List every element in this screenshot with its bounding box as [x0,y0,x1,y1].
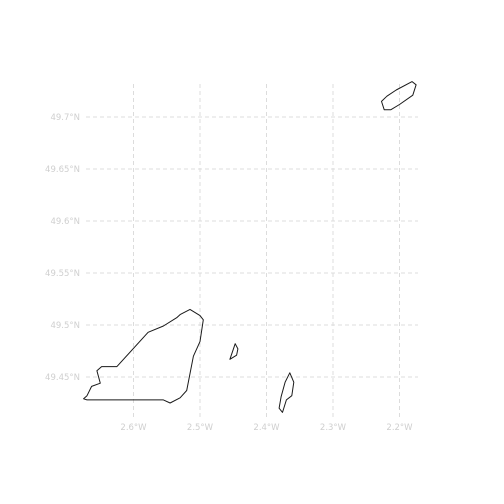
lon-tick-label: 2.6°W [120,423,147,433]
lon-tick-label: 2.5°W [187,423,214,433]
lat-tick-label: 49.5°N [50,321,80,331]
lon-tick-label: 2.4°W [253,423,280,433]
lat-tick-label: 49.7°N [50,113,80,123]
lat-tick-label: 49.45°N [45,373,80,383]
lat-tick-label: 49.6°N [50,217,80,227]
lon-tick-label: 2.2°W [386,423,413,433]
graticule [86,84,418,420]
lat-tick-label: 49.65°N [45,165,80,175]
lon-tick-label: 2.3°W [320,423,347,433]
island-alderney-outline[interactable] [382,82,417,110]
island-sark-outline[interactable] [279,373,294,413]
island-herm-outline[interactable] [230,344,238,360]
island-guernsey-outline[interactable] [84,309,204,403]
lat-tick-label: 49.55°N [45,269,80,279]
